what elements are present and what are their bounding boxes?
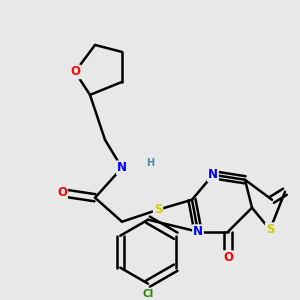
Text: O: O xyxy=(70,65,80,78)
Text: O: O xyxy=(223,251,233,264)
Text: N: N xyxy=(117,161,127,174)
Text: S: S xyxy=(154,203,162,216)
Text: Cl: Cl xyxy=(142,289,154,298)
Text: O: O xyxy=(57,186,67,199)
Text: N: N xyxy=(208,168,218,181)
Text: N: N xyxy=(193,225,203,238)
Text: H: H xyxy=(146,158,154,168)
Text: S: S xyxy=(266,223,274,236)
